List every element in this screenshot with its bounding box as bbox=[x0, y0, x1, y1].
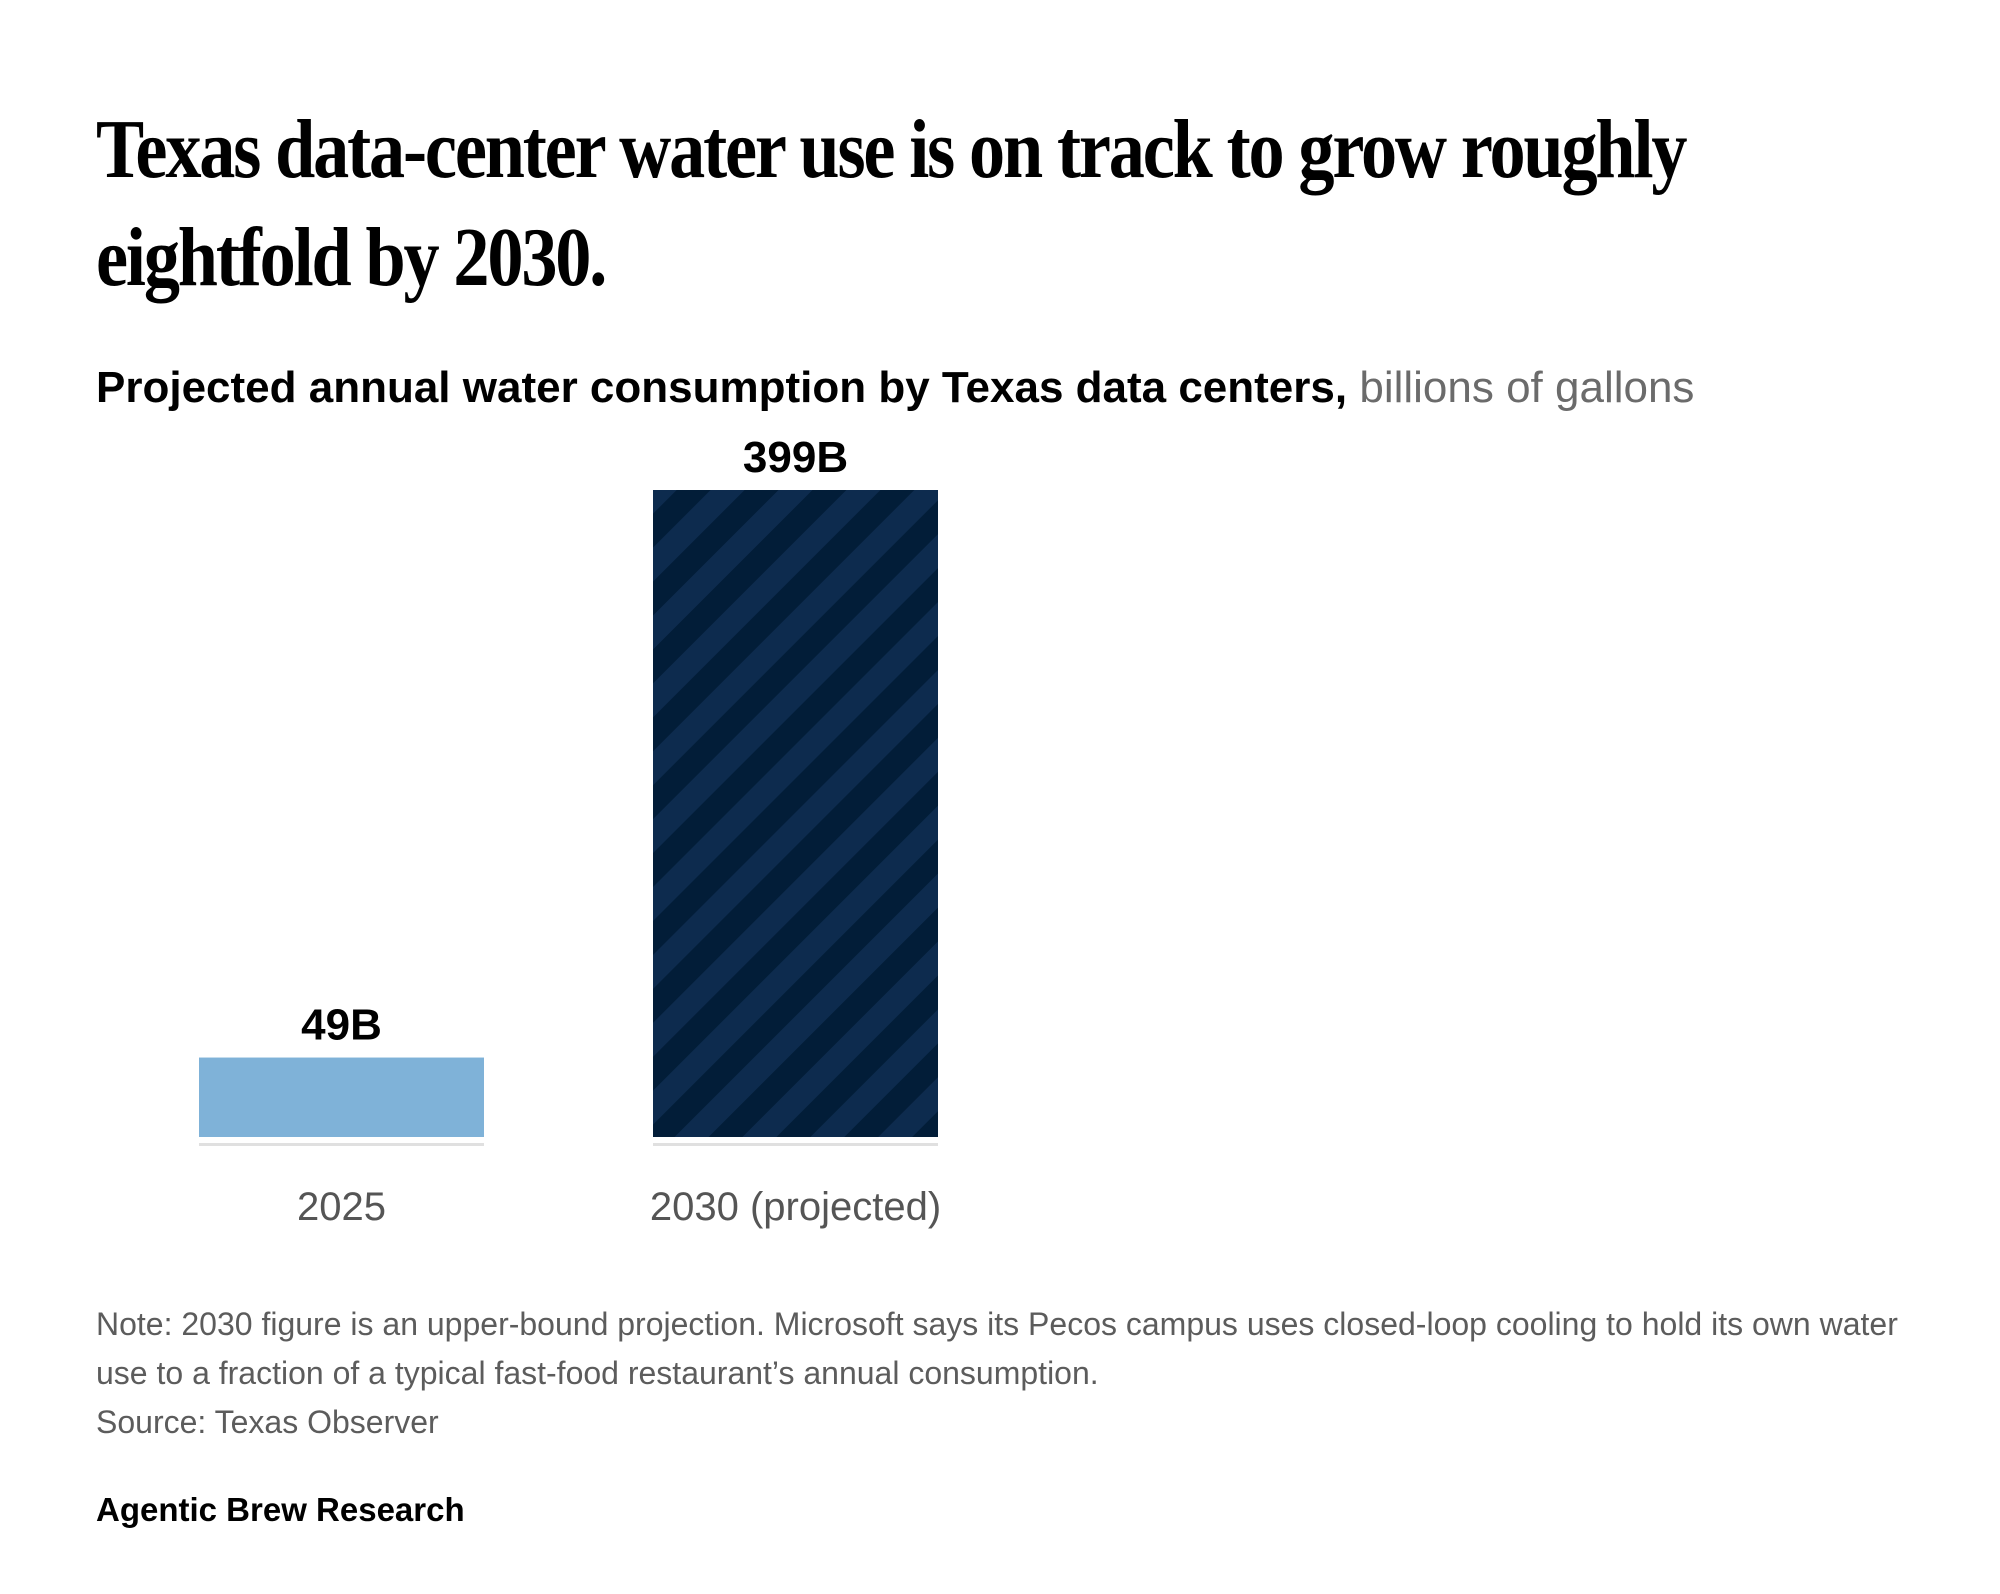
subtitle-unit: billions of gallons bbox=[1359, 363, 1695, 412]
bar-baseline-0 bbox=[199, 1143, 484, 1146]
brand-credit: Agentic Brew Research bbox=[96, 1491, 465, 1528]
data-label-0: 49B bbox=[301, 1001, 382, 1050]
chart-subtitle: Projected annual water consumption by Te… bbox=[96, 360, 1694, 416]
x-tick-label-0: 2025 bbox=[297, 1185, 386, 1229]
x-tick-label-1: 2030 (projected) bbox=[650, 1185, 941, 1229]
chart-headline: Texas data-center water use is on track … bbox=[96, 103, 1687, 304]
data-label-1: 399B bbox=[743, 433, 848, 482]
bar-chart: 49B 2025 399B 2030 (projected) bbox=[199, 433, 941, 1229]
chart-note: Note: 2030 figure is an upper-bound proj… bbox=[96, 1306, 1898, 1391]
subtitle-main: Projected annual water consumption by Te… bbox=[96, 363, 1348, 412]
bar-0 bbox=[199, 1057, 484, 1137]
bar-1 bbox=[653, 490, 938, 1137]
bars-group: 49B 2025 399B 2030 (projected) bbox=[199, 433, 941, 1229]
bar-baseline-1 bbox=[653, 1143, 938, 1146]
chart-source: Source: Texas Observer bbox=[96, 1404, 439, 1440]
notes-block: Note: 2030 figure is an upper-bound proj… bbox=[96, 1300, 1916, 1447]
